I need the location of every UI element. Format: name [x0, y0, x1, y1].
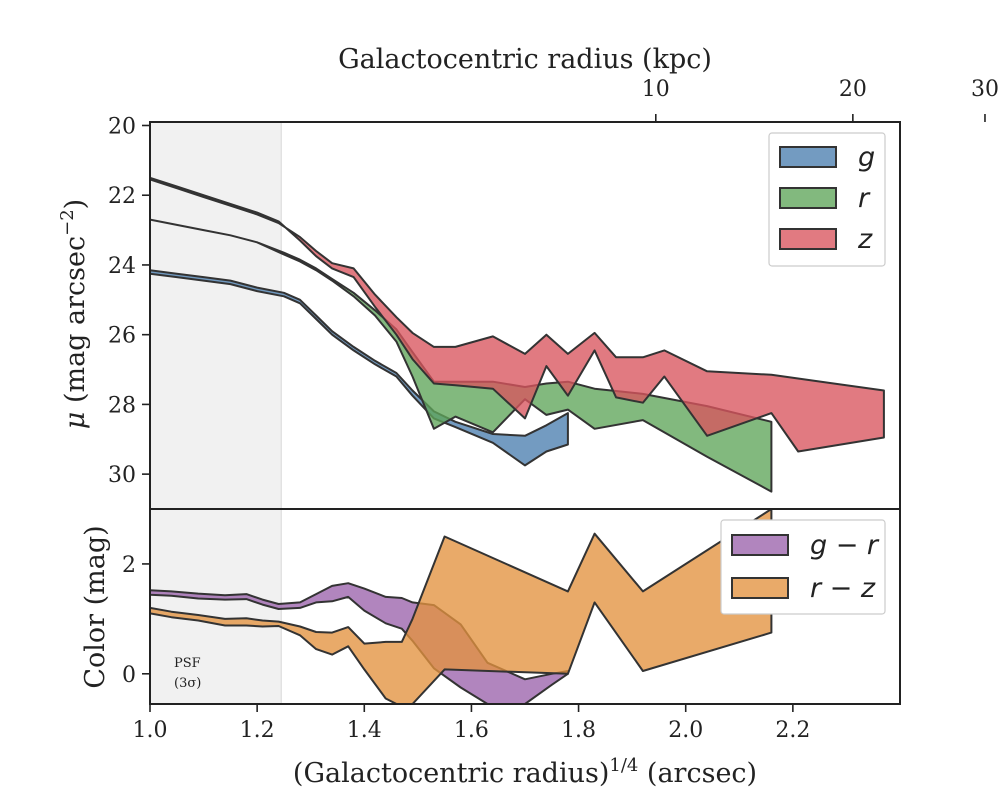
top-y-tick-label: 30 — [108, 463, 136, 488]
top-y-tick-label: 26 — [108, 324, 136, 349]
x-tick-label: 2.2 — [775, 718, 810, 743]
top-legend-swatch — [779, 146, 837, 168]
top-legend-label: r — [858, 183, 871, 214]
top-x-tick-label: 30 — [971, 77, 999, 102]
top-legend-label: g — [858, 142, 875, 173]
top-legend-label: z — [857, 224, 873, 255]
bottom-legend-swatch — [731, 577, 789, 599]
bottom-legend-label: r − z — [810, 573, 876, 604]
color-band-rz — [150, 509, 773, 704]
top-y-tick-label: 20 — [108, 114, 136, 139]
top-legend-swatch — [779, 228, 837, 250]
bottom-x-axis-label: (Galactocentric radius)1/4 (arcsec) — [293, 755, 757, 789]
top-y-tick-label: 28 — [108, 393, 136, 418]
ylabel-mu: μ — [60, 412, 91, 430]
mu-band-z — [150, 176, 885, 453]
top-y-tick-label: 22 — [108, 184, 136, 209]
bottom-series-bands — [150, 509, 773, 704]
x-tick-label: 1.6 — [454, 718, 489, 743]
bottom-legend-swatch — [731, 534, 789, 556]
ylabel-rest: (mag arcsec — [60, 236, 91, 412]
x-tick-label: 1.8 — [561, 718, 596, 743]
top-series-bands — [150, 176, 885, 493]
xlabel-post: (arcsec) — [638, 758, 757, 789]
ylabel-close: ) — [60, 199, 91, 210]
bottom-legend-label: g − r — [810, 530, 880, 561]
xlabel-exp: 1/4 — [609, 755, 638, 776]
bottom-legend: g − r r − z — [720, 519, 886, 615]
psf-sub-label: (3σ) — [174, 676, 201, 691]
top-axis-label: Galactocentric radius (kpc) — [338, 44, 712, 75]
top-legend-swatch — [779, 187, 837, 209]
bottom-y-tick-label: 0 — [122, 663, 136, 688]
bottom-panel-frame — [149, 508, 901, 705]
axis-ticks: 20 22 24 26 28 30 0 2 1.0 1.2 1.4 1.6 1.8 2.0 2.2 10 20 3… — [108, 77, 999, 743]
x-tick-label: 2.0 — [668, 718, 703, 743]
top-y-axis-label: μ (mag arcsec−2) — [57, 199, 91, 429]
psf-region-bottom — [150, 509, 282, 704]
top-x-tick-label: 10 — [642, 77, 670, 102]
top-y-tick-label: 24 — [108, 254, 136, 279]
ylabel-exp: −2 — [57, 209, 78, 236]
x-tick-label: 1.4 — [347, 718, 382, 743]
psf-region-top — [150, 122, 282, 509]
psf-label: PSF — [174, 656, 201, 671]
top-x-tick-label: 20 — [839, 77, 867, 102]
x-tick-label: 1.0 — [133, 718, 168, 743]
mu-band-g — [150, 269, 569, 467]
top-legend: grz — [768, 132, 886, 267]
xlabel-pre: (Galactocentric radius) — [293, 758, 609, 789]
bottom-y-axis-label: Color (mag) — [80, 525, 111, 688]
x-tick-label: 1.2 — [240, 718, 275, 743]
bottom-y-tick-label: 2 — [122, 553, 136, 578]
mu-band-r — [150, 218, 773, 493]
